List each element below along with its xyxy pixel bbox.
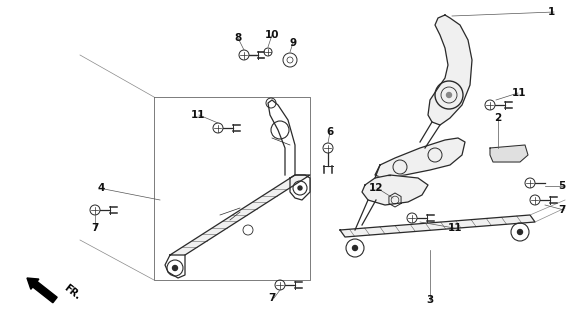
Polygon shape [362, 175, 428, 205]
FancyArrow shape [27, 278, 57, 303]
Polygon shape [340, 215, 535, 237]
Polygon shape [428, 15, 472, 125]
Text: 5: 5 [558, 181, 565, 191]
Circle shape [172, 266, 178, 270]
Text: 11: 11 [512, 88, 527, 98]
Text: 11: 11 [190, 110, 205, 120]
Polygon shape [490, 145, 528, 162]
Circle shape [517, 229, 523, 235]
Text: 12: 12 [368, 183, 383, 193]
Text: 2: 2 [494, 113, 502, 123]
Text: 10: 10 [265, 30, 279, 40]
Text: 1: 1 [548, 7, 555, 17]
Text: 3: 3 [427, 295, 434, 305]
Text: 6: 6 [327, 127, 333, 137]
Text: 7: 7 [558, 205, 565, 215]
Text: 7: 7 [268, 293, 275, 303]
Text: 4: 4 [98, 183, 105, 193]
Text: 9: 9 [289, 38, 297, 48]
Text: FR.: FR. [62, 283, 82, 301]
Polygon shape [170, 175, 310, 255]
Text: 8: 8 [235, 33, 242, 43]
Text: 11: 11 [448, 223, 463, 233]
Circle shape [298, 186, 302, 190]
Text: 7: 7 [91, 223, 99, 233]
Circle shape [446, 92, 452, 98]
Polygon shape [375, 138, 465, 178]
Circle shape [353, 245, 357, 251]
